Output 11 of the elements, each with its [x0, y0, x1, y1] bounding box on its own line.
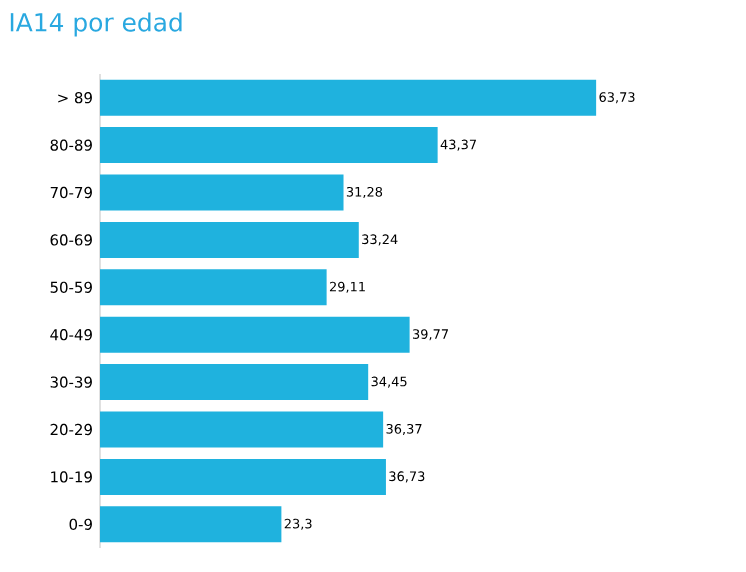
- bar: [100, 221, 359, 258]
- bar: [100, 506, 282, 543]
- bar: [100, 174, 344, 211]
- bar: [100, 127, 438, 164]
- bar: [100, 316, 410, 353]
- bar: [100, 79, 597, 116]
- bar: [100, 458, 386, 495]
- bar: [100, 269, 327, 306]
- bar: [100, 411, 384, 448]
- chart-title: IA14 por edad: [10, 12, 182, 37]
- bar: [100, 364, 369, 401]
